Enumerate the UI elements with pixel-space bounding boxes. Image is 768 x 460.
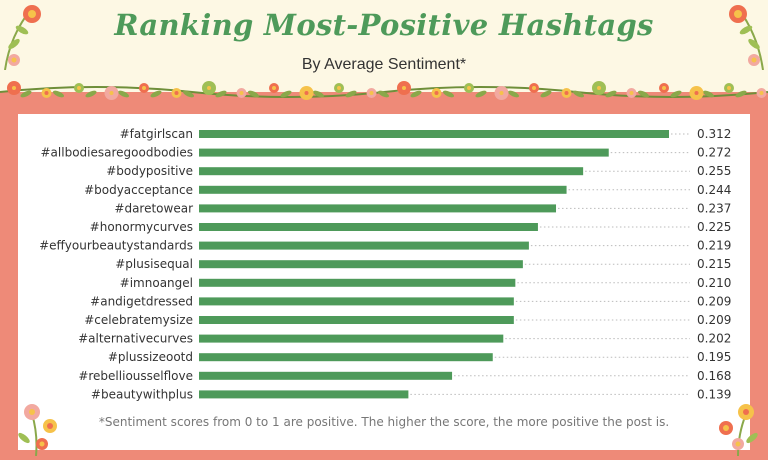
bar xyxy=(199,223,538,231)
category-label: #plusisequal xyxy=(115,257,193,271)
bar xyxy=(199,334,504,343)
value-label: 0.168 xyxy=(697,369,731,383)
category-label: #allbodiesaregoodbodies xyxy=(41,146,194,160)
value-label: 0.209 xyxy=(697,313,731,327)
category-label: #celebratemysize xyxy=(84,313,193,327)
category-label: #daretowear xyxy=(114,201,193,215)
bar xyxy=(199,297,514,306)
category-label: #andigetdressed xyxy=(90,294,193,308)
header: Ranking Most-Positive Hashtags By Averag… xyxy=(0,0,768,90)
bar xyxy=(199,278,516,287)
value-label: 0.244 xyxy=(697,183,731,197)
footnote: *Sentiment scores from 0 to 1 are positi… xyxy=(99,415,669,429)
value-label: 0.219 xyxy=(697,239,731,253)
category-label: #beautywithplus xyxy=(91,387,193,401)
bar xyxy=(199,167,584,176)
value-label: 0.202 xyxy=(697,332,731,346)
value-label: 0.272 xyxy=(697,146,731,160)
category-label: #plussizeootd xyxy=(108,350,193,364)
bar xyxy=(199,185,567,194)
bar xyxy=(199,204,557,213)
category-label: #alternativecurves xyxy=(78,332,193,346)
value-label: 0.215 xyxy=(697,257,731,271)
category-label: #imnoangel xyxy=(120,276,193,290)
bar xyxy=(199,130,669,138)
value-label: 0.195 xyxy=(697,350,731,364)
bar xyxy=(199,241,529,250)
value-label: 0.237 xyxy=(697,201,731,215)
bar xyxy=(199,148,609,157)
bar xyxy=(199,371,453,380)
bar xyxy=(199,316,514,324)
value-label: 0.210 xyxy=(697,276,731,290)
value-label: 0.139 xyxy=(697,387,731,401)
value-label: 0.209 xyxy=(697,294,731,308)
value-label: 0.255 xyxy=(697,164,731,178)
value-label: 0.312 xyxy=(697,127,731,141)
chart-rows: #fatgirlscan 0.312 #allbodiesaregoodbodies… xyxy=(39,127,731,401)
category-label: #rebelliousselflove xyxy=(78,369,193,383)
bar xyxy=(199,390,409,399)
category-label: #bodyacceptance xyxy=(84,183,193,197)
category-label: #effyourbeautystandards xyxy=(39,239,193,253)
value-label: 0.225 xyxy=(697,220,731,234)
category-label: #honormycurves xyxy=(90,220,193,234)
bar xyxy=(199,260,523,269)
bar xyxy=(199,353,493,362)
chart-frame xyxy=(0,92,768,460)
category-label: #fatgirlscan xyxy=(120,127,193,141)
chart-title: Ranking Most-Positive Hashtags xyxy=(114,8,654,42)
category-label: #bodypositive xyxy=(106,164,193,178)
chart-subtitle: By Average Sentiment* xyxy=(301,56,467,73)
